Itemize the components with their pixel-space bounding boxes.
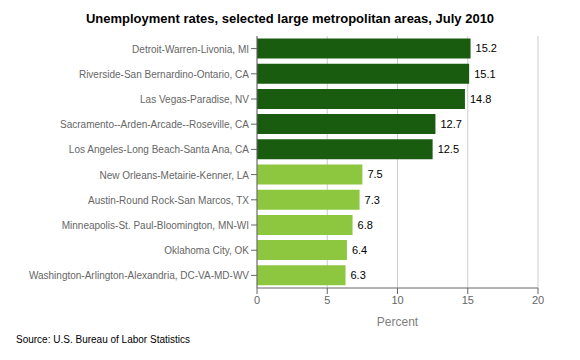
svg-text:10: 10 — [391, 294, 403, 306]
svg-text:Detroit-Warren-Livonia, MI: Detroit-Warren-Livonia, MI — [132, 44, 249, 55]
svg-text:Sacramento--Arden-Arcade--Rose: Sacramento--Arden-Arcade--Roseville, CA — [60, 119, 249, 130]
svg-text:Las Vegas-Paradise, NV: Las Vegas-Paradise, NV — [140, 94, 249, 105]
svg-text:7.3: 7.3 — [365, 194, 380, 206]
svg-text:New Orleans-Metairie-Kenner, L: New Orleans-Metairie-Kenner, LA — [99, 170, 249, 181]
svg-text:Los Angeles-Long Beach-Santa A: Los Angeles-Long Beach-Santa Ana, CA — [69, 144, 249, 155]
svg-text:15.1: 15.1 — [474, 68, 495, 80]
svg-text:5: 5 — [324, 294, 330, 306]
svg-text:15: 15 — [462, 294, 474, 306]
html-text:Source: U.S. Bureau of Labor S: Source: U.S. Bureau of Labor Statistics — [16, 334, 190, 345]
svg-text:6.3: 6.3 — [351, 269, 366, 281]
svg-text:6.4: 6.4 — [352, 244, 367, 256]
svg-text:14.8: 14.8 — [470, 93, 491, 105]
svg-text:7.5: 7.5 — [367, 168, 382, 180]
svg-text:Riverside-San Bernardino-Ontar: Riverside-San Bernardino-Ontario, CA — [79, 69, 249, 80]
svg-text:12.5: 12.5 — [438, 143, 459, 155]
svg-text:Percent: Percent — [377, 315, 419, 329]
svg-text:20: 20 — [532, 294, 544, 306]
svg-text:Oklahoma City, OK: Oklahoma City, OK — [164, 245, 249, 256]
svg-text:15.2: 15.2 — [476, 42, 497, 54]
svg-text:Washington-Arlington-Alexandri: Washington-Arlington-Alexandria, DC-VA-M… — [29, 270, 249, 281]
svg-text:0: 0 — [254, 294, 260, 306]
svg-text:12.7: 12.7 — [440, 118, 461, 130]
svg-text:6.8: 6.8 — [358, 219, 373, 231]
html-text:Unemployment rates, selected l: Unemployment rates, selected large metro… — [85, 11, 495, 26]
svg-text:Minneapolis-St. Paul-Bloomingt: Minneapolis-St. Paul-Bloomington, MN-WI — [62, 220, 249, 231]
svg-text:Austin-Round Rock-San Marcos,: Austin-Round Rock-San Marcos, TX — [88, 195, 249, 206]
